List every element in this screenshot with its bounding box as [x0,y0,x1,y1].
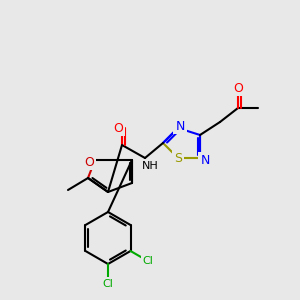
Text: O: O [233,82,243,94]
Text: S: S [174,152,182,164]
Text: O: O [84,155,94,169]
Text: Cl: Cl [103,279,113,289]
Text: NH: NH [142,161,158,171]
Text: N: N [175,119,185,133]
Text: O: O [113,122,123,134]
Text: N: N [200,154,210,166]
Text: Cl: Cl [142,256,153,266]
